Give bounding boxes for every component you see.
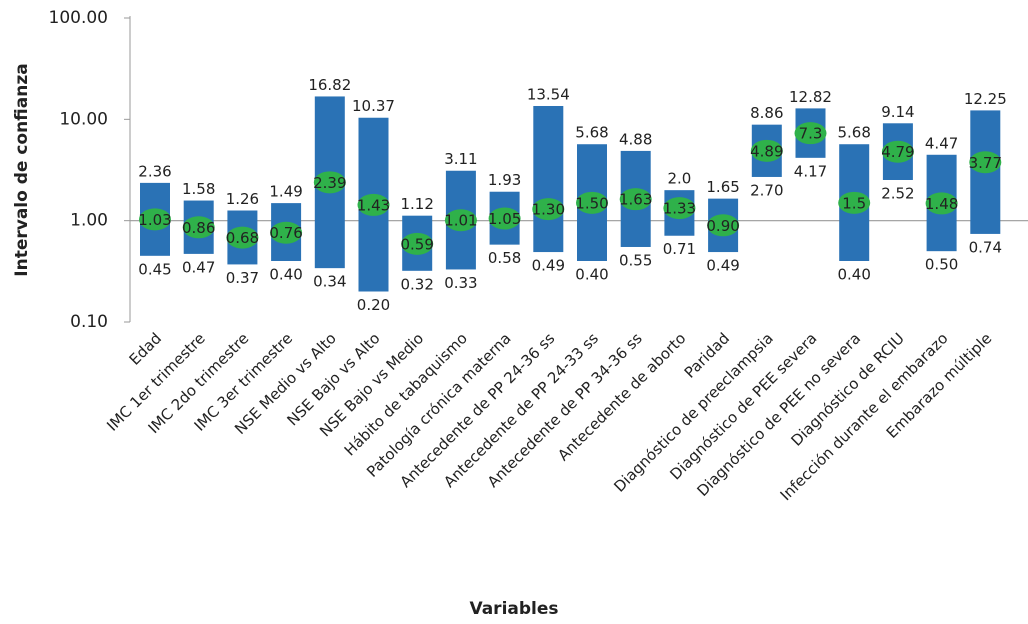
estimate-marker [881, 140, 914, 163]
estimate-marker [925, 192, 958, 215]
estimate-marker [619, 188, 652, 211]
lower-label: 0.50 [925, 256, 958, 274]
y-tick-label: 100.00 [49, 8, 108, 28]
lower-label: 0.49 [532, 257, 565, 275]
interval-bar [533, 105, 564, 253]
estimate-marker [488, 207, 521, 230]
estimate-label: 0.68 [226, 229, 259, 247]
estimate-label: 1.30 [532, 201, 565, 219]
upper-label: 1.93 [488, 171, 521, 189]
estimate-marker [270, 221, 303, 244]
estimate-label: 1.5 [842, 194, 866, 212]
estimate-marker [663, 197, 696, 220]
upper-label: 9.14 [881, 103, 914, 121]
estimate-marker [838, 191, 871, 214]
x-tick-label: Diagnóstico de preeclampsia [610, 329, 776, 495]
upper-label: 16.82 [308, 76, 351, 94]
y-axis-title: Intervalo de confianza [12, 63, 32, 276]
estimate-label: 4.89 [750, 142, 783, 160]
upper-label: 10.37 [352, 97, 395, 115]
estimate-label: 7.3 [799, 125, 823, 143]
lower-label: 2.52 [881, 184, 914, 202]
lower-label: 0.40 [837, 265, 870, 283]
lower-label: 0.55 [619, 251, 652, 269]
estimate-label: 1.33 [663, 200, 696, 218]
upper-label: 13.54 [527, 85, 570, 103]
upper-label: 5.68 [837, 124, 870, 142]
upper-label: 4.88 [619, 130, 652, 148]
upper-label: 1.26 [226, 190, 259, 208]
estimate-label: 3.77 [969, 154, 1002, 172]
estimate-marker [532, 198, 565, 221]
upper-label: 8.86 [750, 104, 783, 122]
estimate-label: 0.90 [706, 217, 739, 235]
lower-label: 0.32 [400, 275, 433, 293]
estimate-marker [313, 171, 346, 194]
lower-label: 0.40 [575, 265, 608, 283]
lower-label: 0.37 [226, 269, 259, 287]
estimate-marker [576, 191, 608, 214]
estimate-marker [182, 216, 215, 239]
upper-label: 2.36 [138, 162, 171, 180]
x-tick-label: Edad [126, 329, 165, 368]
estimate-marker [444, 209, 477, 232]
upper-label: 1.65 [706, 178, 739, 196]
estimate-label: 1.50 [575, 194, 608, 212]
upper-label: 1.58 [182, 180, 215, 198]
estimate-label: 2.39 [313, 174, 346, 192]
estimate-label: 1.63 [619, 191, 652, 209]
upper-label: 12.25 [964, 90, 1007, 108]
estimate-label: 4.79 [881, 143, 914, 161]
y-tick-label: 0.10 [70, 312, 108, 332]
lower-label: 0.33 [444, 274, 477, 292]
upper-label: 2.0 [667, 170, 691, 188]
estimate-marker [969, 151, 1002, 174]
estimate-label: 1.43 [357, 196, 390, 214]
estimate-label: 0.76 [269, 224, 302, 242]
estimate-label: 0.59 [400, 235, 433, 253]
lower-label: 0.74 [969, 238, 1002, 256]
estimate-marker [401, 232, 434, 255]
estimate-label: 1.05 [488, 210, 521, 228]
estimate-marker [357, 193, 390, 216]
x-axis-title: Variables [469, 599, 558, 619]
lower-label: 0.45 [138, 260, 171, 278]
upper-label: 3.11 [444, 150, 477, 168]
lower-label: 0.47 [182, 258, 215, 276]
estimate-marker [226, 226, 259, 249]
lower-label: 0.49 [706, 257, 739, 275]
lower-label: 0.34 [313, 273, 346, 291]
upper-label: 5.68 [575, 124, 608, 142]
estimate-marker [139, 208, 171, 231]
estimate-label: 1.03 [138, 211, 171, 229]
estimate-marker [750, 139, 783, 162]
estimate-marker [707, 214, 740, 237]
lower-label: 0.71 [663, 240, 696, 258]
lower-label: 0.20 [357, 296, 390, 314]
lower-label: 4.17 [794, 162, 827, 180]
lower-label: 0.58 [488, 249, 521, 267]
lower-label: 0.40 [269, 265, 302, 283]
y-tick-label: 10.00 [59, 109, 108, 129]
estimate-marker [794, 122, 827, 145]
estimate-label: 1.01 [444, 212, 477, 230]
lower-label: 2.70 [750, 181, 783, 199]
upper-label: 4.47 [925, 134, 958, 152]
estimate-label: 1.48 [925, 195, 958, 213]
y-tick-label: 1.00 [70, 211, 108, 231]
upper-label: 1.12 [400, 195, 433, 213]
estimate-label: 0.86 [182, 219, 215, 237]
upper-label: 12.82 [789, 88, 832, 106]
upper-label: 1.49 [269, 183, 302, 201]
